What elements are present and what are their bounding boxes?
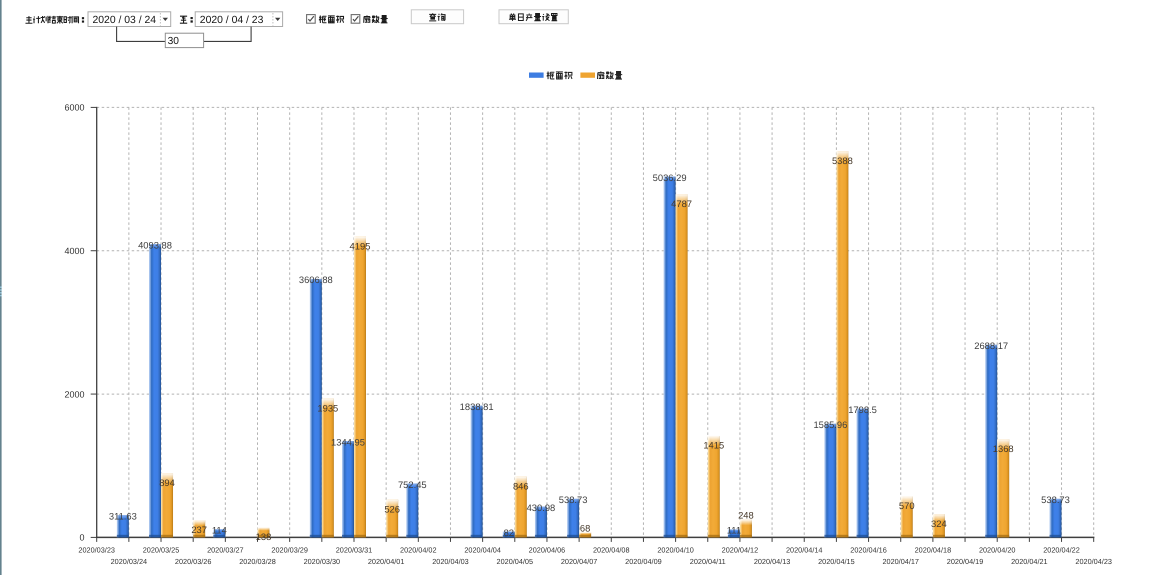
svg-text:82: 82 xyxy=(504,527,514,538)
svg-text:2020/04/17: 2020/04/17 xyxy=(882,557,919,566)
svg-text:2020/04/20: 2020/04/20 xyxy=(979,546,1016,555)
svg-text:2020/04/12: 2020/04/12 xyxy=(722,546,759,555)
svg-text:2020/04/15: 2020/04/15 xyxy=(818,557,855,566)
svg-text:4195: 4195 xyxy=(350,240,371,251)
svg-text:2020/03/31: 2020/03/31 xyxy=(336,546,373,555)
svg-text:68: 68 xyxy=(580,523,590,534)
svg-text:2020 / 03 / 24: 2020 / 03 / 24 xyxy=(93,15,157,26)
svg-text:2020/04/04: 2020/04/04 xyxy=(464,546,501,555)
svg-text:248: 248 xyxy=(738,510,754,521)
svg-text:2020/04/19: 2020/04/19 xyxy=(947,557,984,566)
svg-text:2020/04/21: 2020/04/21 xyxy=(1011,557,1048,566)
svg-text:2020/04/11: 2020/04/11 xyxy=(690,557,726,566)
svg-text:30: 30 xyxy=(168,36,180,47)
svg-text:114: 114 xyxy=(212,525,227,536)
svg-text:2020/04/18: 2020/04/18 xyxy=(915,546,952,555)
svg-text:430.98: 430.98 xyxy=(527,502,556,513)
svg-text:111: 111 xyxy=(727,525,741,536)
svg-text:237: 237 xyxy=(191,524,207,535)
svg-text:324: 324 xyxy=(931,518,947,529)
svg-text:6000: 6000 xyxy=(64,103,84,113)
svg-text:1344.95: 1344.95 xyxy=(331,436,365,447)
svg-text:2020/03/24: 2020/03/24 xyxy=(111,557,148,566)
svg-text:2020/04/22: 2020/04/22 xyxy=(1043,546,1080,555)
svg-text:2020/04/16: 2020/04/16 xyxy=(850,546,887,555)
svg-text:2020/03/23: 2020/03/23 xyxy=(78,546,115,555)
svg-text:1368: 1368 xyxy=(993,443,1014,454)
svg-text:846: 846 xyxy=(513,480,529,491)
svg-text:4093.88: 4093.88 xyxy=(138,239,172,250)
svg-text:5388: 5388 xyxy=(832,155,853,166)
svg-text:1585.96: 1585.96 xyxy=(813,419,847,430)
svg-text:1798.5: 1798.5 xyxy=(848,404,877,415)
svg-text:0: 0 xyxy=(79,533,84,543)
svg-text:2020/04/01: 2020/04/01 xyxy=(368,557,405,566)
svg-text:526: 526 xyxy=(384,503,400,514)
svg-text:5036.29: 5036.29 xyxy=(653,172,687,183)
svg-text:1935: 1935 xyxy=(317,402,338,413)
svg-text:2020/03/28: 2020/03/28 xyxy=(239,557,276,566)
svg-text:2020/04/14: 2020/04/14 xyxy=(786,546,823,555)
svg-text:1415: 1415 xyxy=(703,440,724,451)
svg-text:570: 570 xyxy=(899,500,915,511)
svg-text:2020/03/29: 2020/03/29 xyxy=(271,546,308,555)
svg-text:2020/04/02: 2020/04/02 xyxy=(400,546,437,555)
svg-text:2020/03/27: 2020/03/27 xyxy=(207,546,244,555)
svg-text:2020/04/10: 2020/04/10 xyxy=(657,546,694,555)
svg-text:2020/03/26: 2020/03/26 xyxy=(175,557,212,566)
svg-text:2020/04/03: 2020/04/03 xyxy=(432,557,469,566)
svg-text:2000: 2000 xyxy=(64,389,84,399)
svg-text:1838.81: 1838.81 xyxy=(460,401,494,412)
svg-text:2020/04/06: 2020/04/06 xyxy=(529,546,566,555)
svg-text:138: 138 xyxy=(256,531,272,542)
svg-text:311.63: 311.63 xyxy=(109,510,137,521)
svg-text:4000: 4000 xyxy=(64,246,84,256)
svg-text:2688.17: 2688.17 xyxy=(974,340,1008,351)
svg-text:538.73: 538.73 xyxy=(559,494,588,505)
svg-text:2020/03/25: 2020/03/25 xyxy=(143,546,180,555)
svg-text:2020/04/07: 2020/04/07 xyxy=(561,557,598,566)
svg-text:2020/04/13: 2020/04/13 xyxy=(754,557,791,566)
svg-text:894: 894 xyxy=(159,477,175,488)
svg-text:2020/04/09: 2020/04/09 xyxy=(625,557,662,566)
svg-text:2020 / 04 / 23: 2020 / 04 / 23 xyxy=(200,15,264,26)
svg-text:752.45: 752.45 xyxy=(398,479,427,490)
svg-text:3606.88: 3606.88 xyxy=(299,274,333,285)
svg-text:2020/04/23: 2020/04/23 xyxy=(1075,557,1112,566)
svg-text:2020/04/05: 2020/04/05 xyxy=(497,557,534,566)
svg-text:2020/03/30: 2020/03/30 xyxy=(304,557,341,566)
svg-text:538.73: 538.73 xyxy=(1041,494,1070,505)
svg-text:4787: 4787 xyxy=(671,198,692,209)
svg-text:2020/04/08: 2020/04/08 xyxy=(593,546,630,555)
